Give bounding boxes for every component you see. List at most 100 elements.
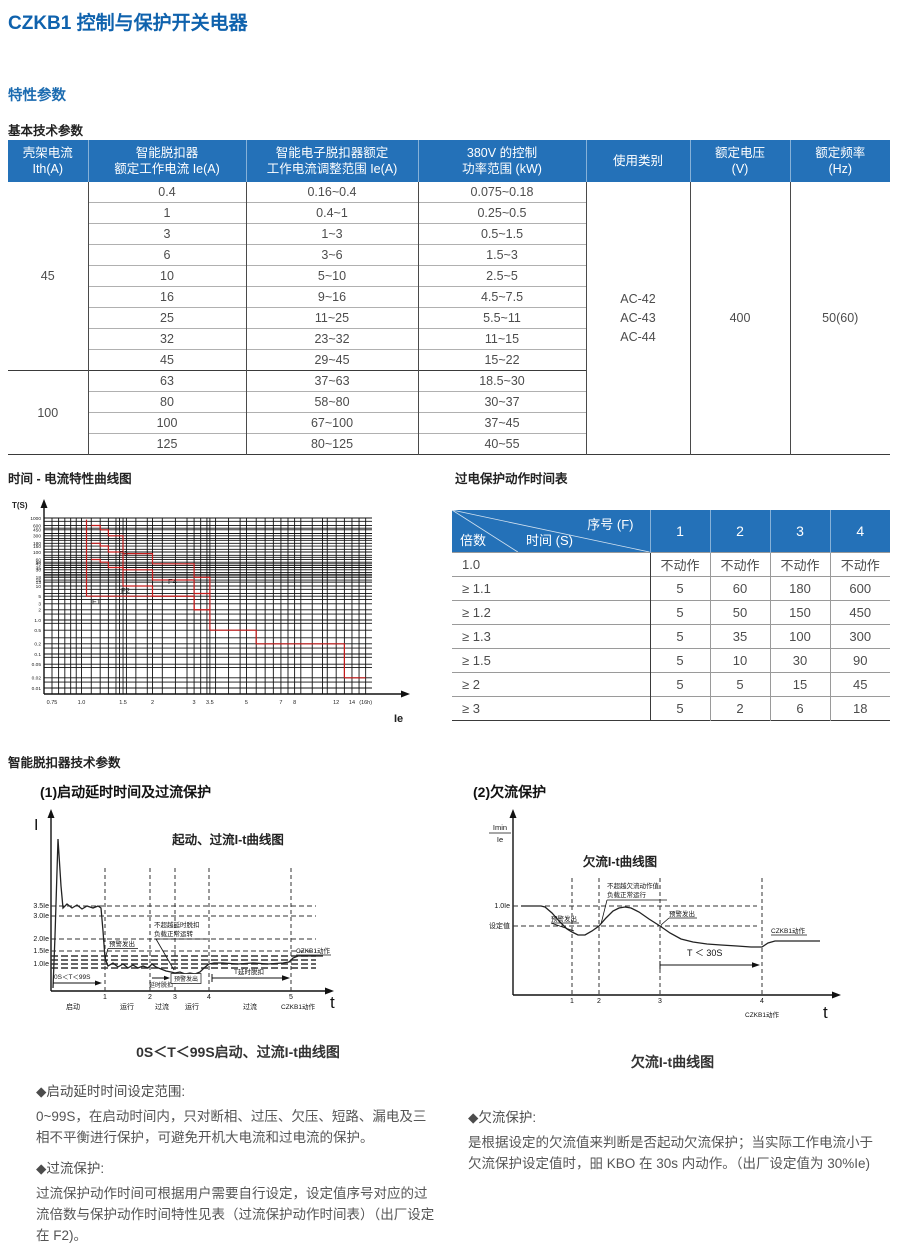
diagonal-corner-cell: 序号 (F) 倍数 时间 (S) <box>452 510 650 553</box>
col-header-rated-current: 智能脱扣器 额定工作电流 Ie(A) <box>87 140 246 182</box>
diagram1-heading: (1)启动延时时间及过流保护 <box>40 784 212 800</box>
table-cell: 45 <box>87 349 247 371</box>
table-row: 45 0.4 0.16~0.4 0.075~0.18 AC-42 AC-43 AC-44… <box>8 182 890 455</box>
section-characteristics: 特性参数 <box>8 88 66 104</box>
table-cell: 0.25~0.5 <box>417 202 587 224</box>
x-tick-1: 1 <box>570 998 574 1005</box>
notes-left: ◆启动延时时间设定范围: 0~99S，在启动时间内，只对断相、过压、欠压、短路、漏… <box>36 1072 438 1246</box>
y-tick-label: 50 <box>36 560 42 566</box>
table-cell: 30 <box>770 648 831 673</box>
table-cell: 5.5~11 <box>417 307 587 329</box>
y-tick-label: 100 <box>33 550 41 556</box>
annotation-t-less-30s: T ＜ 30S <box>687 948 722 958</box>
table-row: 1.0 不动作 不动作 不动作 不动作 <box>452 552 890 577</box>
table-cell: 150 <box>770 600 831 625</box>
table-row: 100 67~100 37~45 <box>8 412 890 434</box>
x-tick-label: 3 <box>193 700 196 706</box>
y-tick-label: 600 <box>33 523 41 529</box>
x-tick-3: 3 <box>173 994 177 1001</box>
x-tick-1: 1 <box>103 994 107 1001</box>
x-tick-3: 3 <box>658 998 662 1005</box>
y-tick-label: 45 <box>36 562 42 568</box>
table-cell: 不动作 <box>710 552 771 577</box>
overcurrent-header-row: 序号 (F) 倍数 时间 (S) 1 2 3 4 <box>452 510 890 553</box>
multiple-cell: ≥ 3 <box>452 696 651 721</box>
x-tick-label: (16h) <box>359 700 372 706</box>
table-cell: 5 <box>650 648 711 673</box>
overcurrent-tbody: 1.0 不动作 不动作 不动作 不动作 ≥ 1.1 5 60 180 600 ≥ 1.2 5 50 150… <box>452 552 890 721</box>
multiple-cell: ≥ 1.3 <box>452 624 651 649</box>
y-tick-label: 0.02 <box>32 676 42 682</box>
curve-f3 <box>91 542 210 595</box>
diagram2-caption: 欠流I-t曲线图 <box>630 1054 715 1070</box>
table-cell: 10 <box>710 648 771 673</box>
table-cell: 0.4~1 <box>245 202 419 224</box>
table-cell: 3~6 <box>245 244 419 266</box>
table-cell: 23~32 <box>245 328 419 350</box>
table-cell: 45 <box>830 672 890 697</box>
frame-current-cell: 45 <box>8 182 89 371</box>
annotation-no-trip-1: 不超越延时脱扣 <box>154 920 200 929</box>
table-cell: 5 <box>710 672 771 697</box>
table-cell: 125 <box>87 433 247 455</box>
y-tick-label: 450 <box>33 528 41 534</box>
table-row: ≥ 3 5 2 6 18 <box>452 696 890 721</box>
table-cell: 50 <box>710 600 771 625</box>
y-tick-2-0ie: 2.0Ie <box>33 936 49 943</box>
y-tick-label: 5 <box>38 594 41 600</box>
table-cell: 5 <box>650 600 711 625</box>
diagram1-caption: 0S＜T＜99S启动、过流I-t曲线图 <box>136 1044 340 1060</box>
col-header-adjust-range: 智能电子脱扣器额定 工作电流调整范围 Ie(A) <box>245 140 418 182</box>
curve-label-f4: F4 <box>168 577 177 586</box>
table-cell: 15~22 <box>417 349 587 371</box>
table-cell: 1 <box>87 202 247 224</box>
basic-params-table: 壳架电流 Ith(A) 智能脱扣器 额定工作电流 Ie(A) 智能电子脱扣器额定… <box>8 140 890 455</box>
phase-overcurrent2: 过流 <box>243 1002 257 1011</box>
corner-label-multiple: 倍数 <box>460 533 487 548</box>
annotation-warning2: 预警发出 <box>669 909 695 918</box>
y-axis-label: T(S) <box>12 501 28 510</box>
table-cell: 80 <box>87 391 247 413</box>
x-tick-label: 14 <box>349 700 355 706</box>
col-header-power-range: 380V 的控制 功率范围 (kW) <box>417 140 586 182</box>
y-tick-1-0ie: 1.0Ie <box>494 903 510 910</box>
section-trip-unit-params: 智能脱扣器技术参数 <box>8 756 121 770</box>
phase-run2: 运行 <box>185 1002 199 1011</box>
table-cell: 29~45 <box>245 349 419 371</box>
usage-category-cell: AC-42 AC-43 AC-44 <box>585 182 691 455</box>
x-tick-5: 5 <box>289 994 293 1001</box>
y-axis-arrow <box>40 499 48 508</box>
y-tick-label: 150 <box>33 544 41 550</box>
note-heading: ◆启动延时时间设定范围: <box>36 1084 186 1099</box>
diagram1-title: 起动、过流I-t曲线图 <box>171 832 284 847</box>
table-row: 6 3~6 1.5~3 <box>8 244 890 266</box>
table-cell: 不动作 <box>830 552 890 577</box>
table-cell: 不动作 <box>650 552 711 577</box>
diagram2-heading: (2)欠流保护 <box>473 784 547 800</box>
y-tick-setvalue: 设定值 <box>489 921 510 930</box>
y-tick-label: 1.0 <box>34 618 41 624</box>
table-cell: 3 <box>87 223 247 245</box>
y-tick-3-0ie: 3.0Ie <box>33 913 49 920</box>
table-cell: 600 <box>830 576 890 601</box>
table-cell: 80~125 <box>245 433 419 455</box>
table-row: 100 63 37~63 18.5~30 <box>8 370 890 455</box>
page-title: CZKB1 控制与保护开关电器 <box>8 13 248 34</box>
y-tick-label: 30 <box>36 568 42 574</box>
x-tick-label: 3.5 <box>206 700 214 706</box>
table-cell: 15 <box>770 672 831 697</box>
y-tick-label: 10 <box>36 584 42 590</box>
col-header-usage-category: 使用类别 <box>585 140 690 182</box>
below-axis-czkb1: CZKB1动作 <box>745 1010 779 1019</box>
x-tick-label: 2 <box>151 700 154 706</box>
x-tick-4: 4 <box>207 994 211 1001</box>
note-heading: ◆欠流保护: <box>468 1110 537 1125</box>
multiple-cell: 1.0 <box>452 552 651 577</box>
table-cell: 90 <box>830 648 890 673</box>
y-tick-label: 18 <box>36 575 42 581</box>
x-axis-label: Ie <box>394 713 403 725</box>
annotation-delay-trip: 延时脱扣 <box>149 981 173 989</box>
x-tick-label: 12 <box>333 700 339 706</box>
undercurrent-curve <box>521 905 820 948</box>
table-cell: 32 <box>87 328 247 350</box>
